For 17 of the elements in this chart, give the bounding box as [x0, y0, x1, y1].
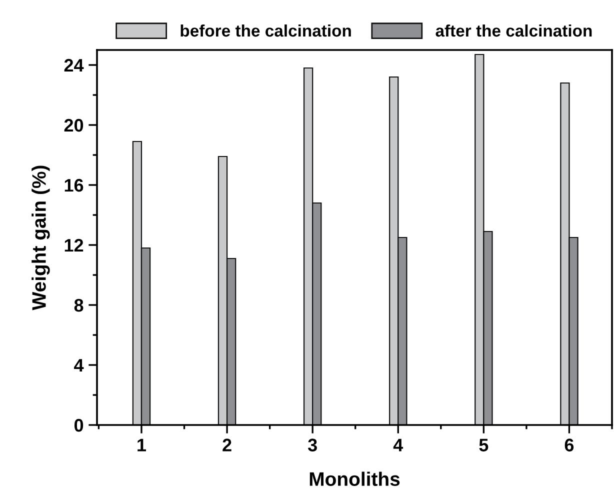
x-tick-label: 1	[138, 438, 146, 452]
x-axis-title: Monoliths	[310, 472, 400, 486]
y-tick-label: 4	[74, 359, 84, 372]
x-tick-label: 5	[479, 438, 488, 452]
x-tick-label: 6	[564, 438, 574, 452]
y-tick-label: 24	[64, 58, 84, 72]
y-tick-label: 0	[74, 418, 84, 432]
legend-label: after the calcination	[436, 24, 592, 37]
x-tick-label: 4	[393, 438, 404, 452]
x-tick-label: 2	[222, 438, 232, 452]
y-tick-label: 16	[64, 178, 84, 192]
y-tick-label: 8	[74, 298, 84, 312]
x-tick-label: 3	[308, 438, 317, 452]
y-tick-label: 20	[64, 118, 84, 132]
legend-label: before the calcination	[180, 24, 351, 37]
y-axis-title: Weight gain (%)	[32, 166, 50, 310]
y-tick-label: 12	[64, 238, 84, 252]
